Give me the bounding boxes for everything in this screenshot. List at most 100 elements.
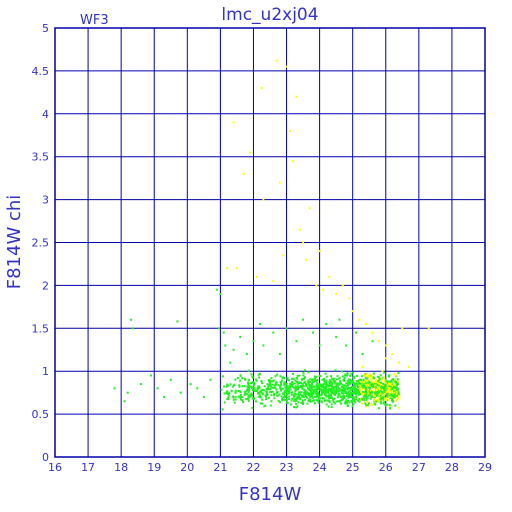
data-point [303, 391, 306, 394]
data-point [374, 393, 377, 396]
data-point [320, 385, 323, 388]
data-point [390, 390, 393, 393]
data-point [366, 377, 369, 380]
data-point [270, 400, 273, 403]
data-point [350, 391, 353, 394]
data-point [247, 381, 250, 384]
data-point [301, 377, 304, 380]
data-point [304, 392, 307, 395]
data-point [370, 403, 373, 406]
data-point [239, 374, 242, 377]
data-point [301, 395, 304, 398]
data-point [368, 374, 371, 377]
data-point [336, 375, 339, 378]
data-point [321, 396, 324, 399]
data-point [391, 387, 394, 390]
data-point [342, 378, 345, 381]
data-point [340, 398, 343, 401]
data-point [313, 390, 316, 393]
data-point [392, 390, 395, 393]
data-point [355, 390, 358, 393]
data-point [338, 393, 341, 396]
data-point [364, 402, 367, 405]
data-point [257, 373, 260, 376]
data-point [234, 389, 237, 392]
data-point [276, 373, 279, 376]
data-point [334, 382, 337, 385]
data-point [321, 288, 324, 291]
data-point [232, 395, 235, 398]
data-point [330, 375, 333, 378]
data-point [280, 382, 283, 385]
data-point [369, 397, 372, 400]
data-point [379, 402, 382, 405]
data-point [355, 389, 358, 392]
data-point [258, 394, 261, 397]
data-point [315, 392, 318, 395]
data-point [388, 404, 391, 407]
data-point [221, 375, 224, 378]
data-point [350, 401, 353, 404]
data-point [285, 65, 288, 68]
data-point [328, 387, 331, 390]
data-point [163, 395, 166, 398]
data-point [381, 392, 384, 395]
data-point [391, 397, 394, 400]
data-point [315, 385, 318, 388]
data-point [317, 399, 320, 402]
data-point [267, 384, 270, 387]
data-point [383, 377, 386, 380]
data-point [320, 393, 323, 396]
data-point [307, 398, 310, 401]
data-point [332, 388, 335, 391]
data-point [227, 398, 230, 401]
data-point [283, 390, 286, 393]
data-point [257, 395, 260, 398]
data-point [263, 405, 266, 408]
data-point [243, 385, 246, 388]
data-point [317, 391, 320, 394]
data-point [305, 383, 308, 386]
data-point [287, 388, 290, 391]
data-point [287, 391, 290, 394]
data-point [281, 398, 284, 401]
data-point [365, 398, 368, 401]
data-point [294, 379, 297, 382]
data-point [327, 384, 330, 387]
data-point [396, 397, 399, 400]
data-point [380, 381, 383, 384]
data-point [374, 395, 377, 398]
data-point [251, 386, 254, 389]
data-point [329, 387, 332, 390]
data-point [280, 395, 283, 398]
data-point [270, 393, 273, 396]
data-point [370, 378, 373, 381]
data-point [272, 331, 275, 334]
data-point [346, 373, 349, 376]
data-point [261, 392, 264, 395]
data-point [283, 377, 286, 380]
data-point [318, 383, 321, 386]
data-point [279, 380, 282, 383]
data-point [289, 385, 292, 388]
data-point [274, 375, 277, 378]
data-point [320, 388, 323, 391]
data-point [351, 386, 354, 389]
data-point [283, 382, 286, 385]
data-point [330, 384, 333, 387]
data-point [337, 390, 340, 393]
data-point [248, 394, 251, 397]
data-point [226, 267, 228, 270]
data-point [293, 394, 296, 397]
data-point [294, 388, 297, 391]
data-point [244, 392, 247, 395]
data-point [371, 331, 374, 334]
data-point [255, 389, 258, 392]
data-point [359, 386, 362, 389]
x-tick-label: 25 [346, 461, 360, 474]
x-tick-label: 26 [379, 461, 393, 474]
data-point [335, 388, 338, 391]
data-point [375, 389, 378, 392]
data-point [247, 386, 250, 389]
